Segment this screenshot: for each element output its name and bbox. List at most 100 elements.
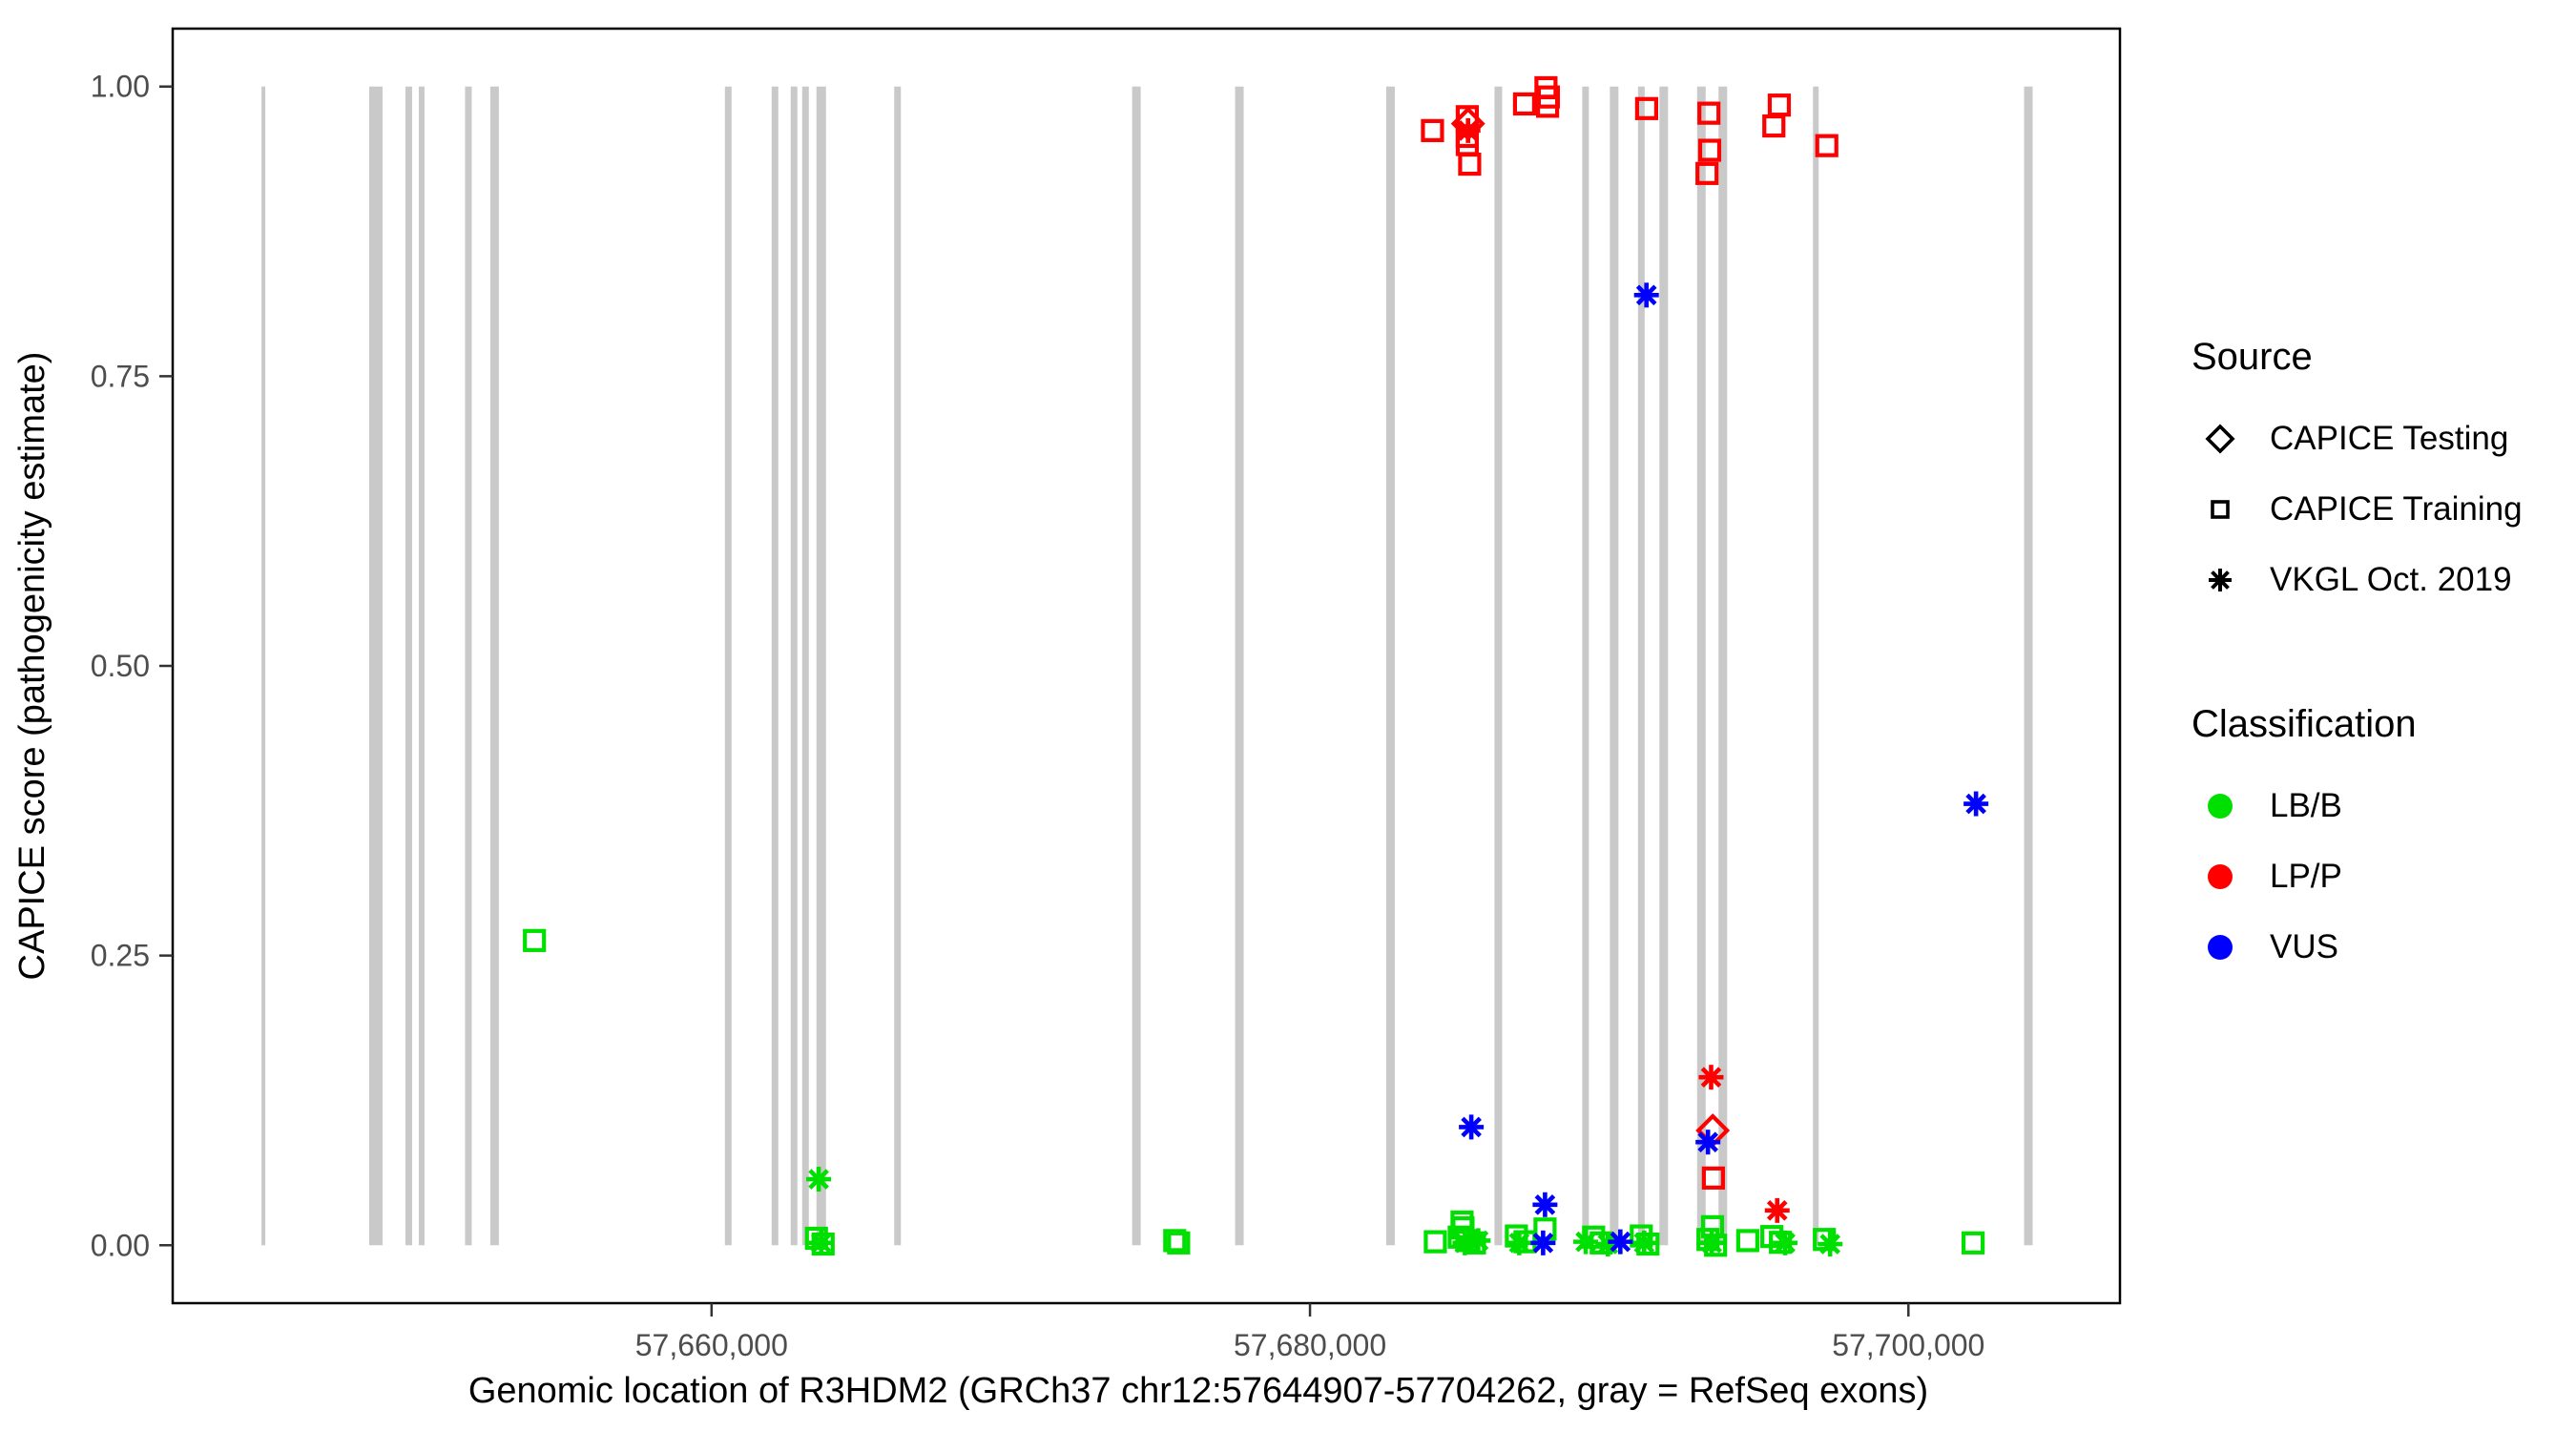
exon-bar — [405, 86, 412, 1246]
data-point-square — [1695, 161, 1719, 185]
data-point-asterisk — [1465, 1228, 1491, 1254]
data-point-square — [1636, 1232, 1660, 1256]
exon-bar — [489, 86, 499, 1246]
panel-border — [171, 27, 2122, 1305]
legend-classification-title: Classification — [2192, 703, 2417, 745]
legend-classification-items: LB/B LP/P VUS — [2192, 771, 2573, 983]
y-tick-label: 0.25 — [91, 939, 150, 973]
exon-bar — [1696, 86, 1706, 1246]
data-point-square — [1815, 134, 1839, 157]
asterisk-icon — [2209, 569, 2232, 591]
legend-key — [2192, 414, 2249, 464]
data-point-asterisk — [1963, 791, 1989, 817]
exon-bar — [1718, 86, 1728, 1246]
exon-bar — [261, 86, 266, 1246]
data-point-asterisk — [1633, 282, 1659, 308]
data-point-square — [1634, 96, 1658, 120]
legend-source-item-label: VKGL Oct. 2019 — [2270, 561, 2512, 598]
exon-bar — [1813, 86, 1819, 1246]
exon-bar — [1235, 86, 1244, 1246]
exon-bar — [1659, 86, 1669, 1246]
legend-key — [2192, 485, 2249, 534]
data-point-square — [1701, 1166, 1725, 1190]
data-point-asterisk — [1608, 1229, 1633, 1255]
legend-classification-item: LB/B — [2192, 771, 2573, 841]
exon-bar — [724, 86, 732, 1246]
legend: Source CAPICE Testing CAPICE Training VKGL… — [2192, 336, 2573, 983]
data-point-square — [1167, 1231, 1191, 1255]
legend-classification-item-label: LP/P — [2270, 858, 2342, 895]
data-point-square — [1735, 1229, 1759, 1253]
y-tick-label: 1.00 — [91, 70, 150, 104]
exon-bar — [465, 86, 472, 1246]
legend-classification-item-label: LB/B — [2270, 787, 2342, 824]
x-tick-label: 57,660,000 — [635, 1328, 788, 1362]
data-point-square — [1762, 114, 1786, 138]
data-point-square — [1767, 93, 1792, 117]
exon-bar — [801, 86, 809, 1246]
exon-bar — [368, 86, 383, 1246]
square-icon — [2211, 500, 2230, 519]
legend-source-items: CAPICE Testing CAPICE Training VKGL Oct. 2… — [2192, 404, 2573, 615]
exon-bar — [1494, 86, 1503, 1246]
data-point-asterisk — [1532, 1192, 1558, 1217]
data-point-asterisk — [1530, 1230, 1556, 1255]
y-tick-label: 0.50 — [91, 649, 150, 683]
exon-bar — [816, 86, 826, 1246]
legend-classification-block: Classification LB/B LP/P VUS — [2192, 703, 2573, 983]
exon-bars-layer — [261, 86, 2033, 1246]
legend-classification-item: LP/P — [2192, 841, 2573, 912]
data-point-asterisk — [1773, 1230, 1798, 1255]
dot-icon — [2208, 794, 2233, 819]
data-point-asterisk — [1459, 1114, 1485, 1140]
dot-icon — [2208, 864, 2233, 889]
data-point-asterisk — [1698, 1065, 1724, 1090]
exon-bar — [1637, 86, 1645, 1246]
data-point-square — [1423, 1230, 1447, 1254]
data-point-square — [523, 928, 547, 952]
legend-source-title: Source — [2192, 336, 2313, 378]
x-axis-title: Genomic location of R3HDM2 (GRCh37 chr12… — [468, 1371, 1928, 1411]
data-point-asterisk — [1818, 1232, 1843, 1257]
legend-source-item-label: CAPICE Testing — [2270, 420, 2509, 457]
data-point-square — [1535, 94, 1560, 118]
legend-classification-item-label: VUS — [2270, 928, 2338, 965]
data-point-asterisk — [1506, 1230, 1532, 1255]
legend-source-item-label: CAPICE Training — [2270, 490, 2523, 528]
data-point-square — [1697, 138, 1722, 162]
y-tick-label: 0.75 — [91, 359, 150, 393]
data-point-square — [811, 1232, 835, 1256]
exon-bar — [790, 86, 798, 1246]
x-tick-label: 57,680,000 — [1234, 1328, 1386, 1362]
legend-classification-item: VUS — [2192, 912, 2573, 983]
dot-icon — [2208, 935, 2233, 960]
data-points-layer — [523, 75, 1989, 1257]
y-axis-title: CAPICE score (pathogenicity estimate) — [12, 352, 52, 981]
data-point-square — [1697, 101, 1721, 125]
exon-bar — [1132, 86, 1141, 1246]
legend-key — [2192, 852, 2249, 902]
data-point-square — [1512, 92, 1537, 116]
data-point-square — [1704, 1234, 1728, 1257]
axis-ticks-layer: 57,660,000 57,680,000 57,700,000 0.00 0.25 0.… — [91, 70, 1985, 1362]
legend-source-item: VKGL Oct. 2019 — [2192, 545, 2573, 615]
x-tick-label: 57,700,000 — [1832, 1328, 1984, 1362]
legend-key — [2192, 555, 2249, 605]
data-point-asterisk — [806, 1167, 832, 1192]
exon-bar — [894, 86, 902, 1246]
legend-key — [2192, 923, 2249, 972]
exon-bar — [2024, 86, 2033, 1246]
data-point-square — [1962, 1231, 1985, 1255]
data-point-square — [1163, 1229, 1187, 1253]
data-point-asterisk — [1695, 1130, 1721, 1155]
data-point-asterisk — [1764, 1197, 1790, 1223]
exon-bar — [1582, 86, 1589, 1246]
exon-bar — [418, 86, 425, 1246]
diamond-icon — [2205, 424, 2235, 454]
y-tick-label: 0.00 — [91, 1228, 150, 1262]
exon-bar — [1385, 86, 1395, 1246]
legend-source-item: CAPICE Training — [2192, 474, 2573, 545]
data-point-square — [1458, 153, 1482, 176]
